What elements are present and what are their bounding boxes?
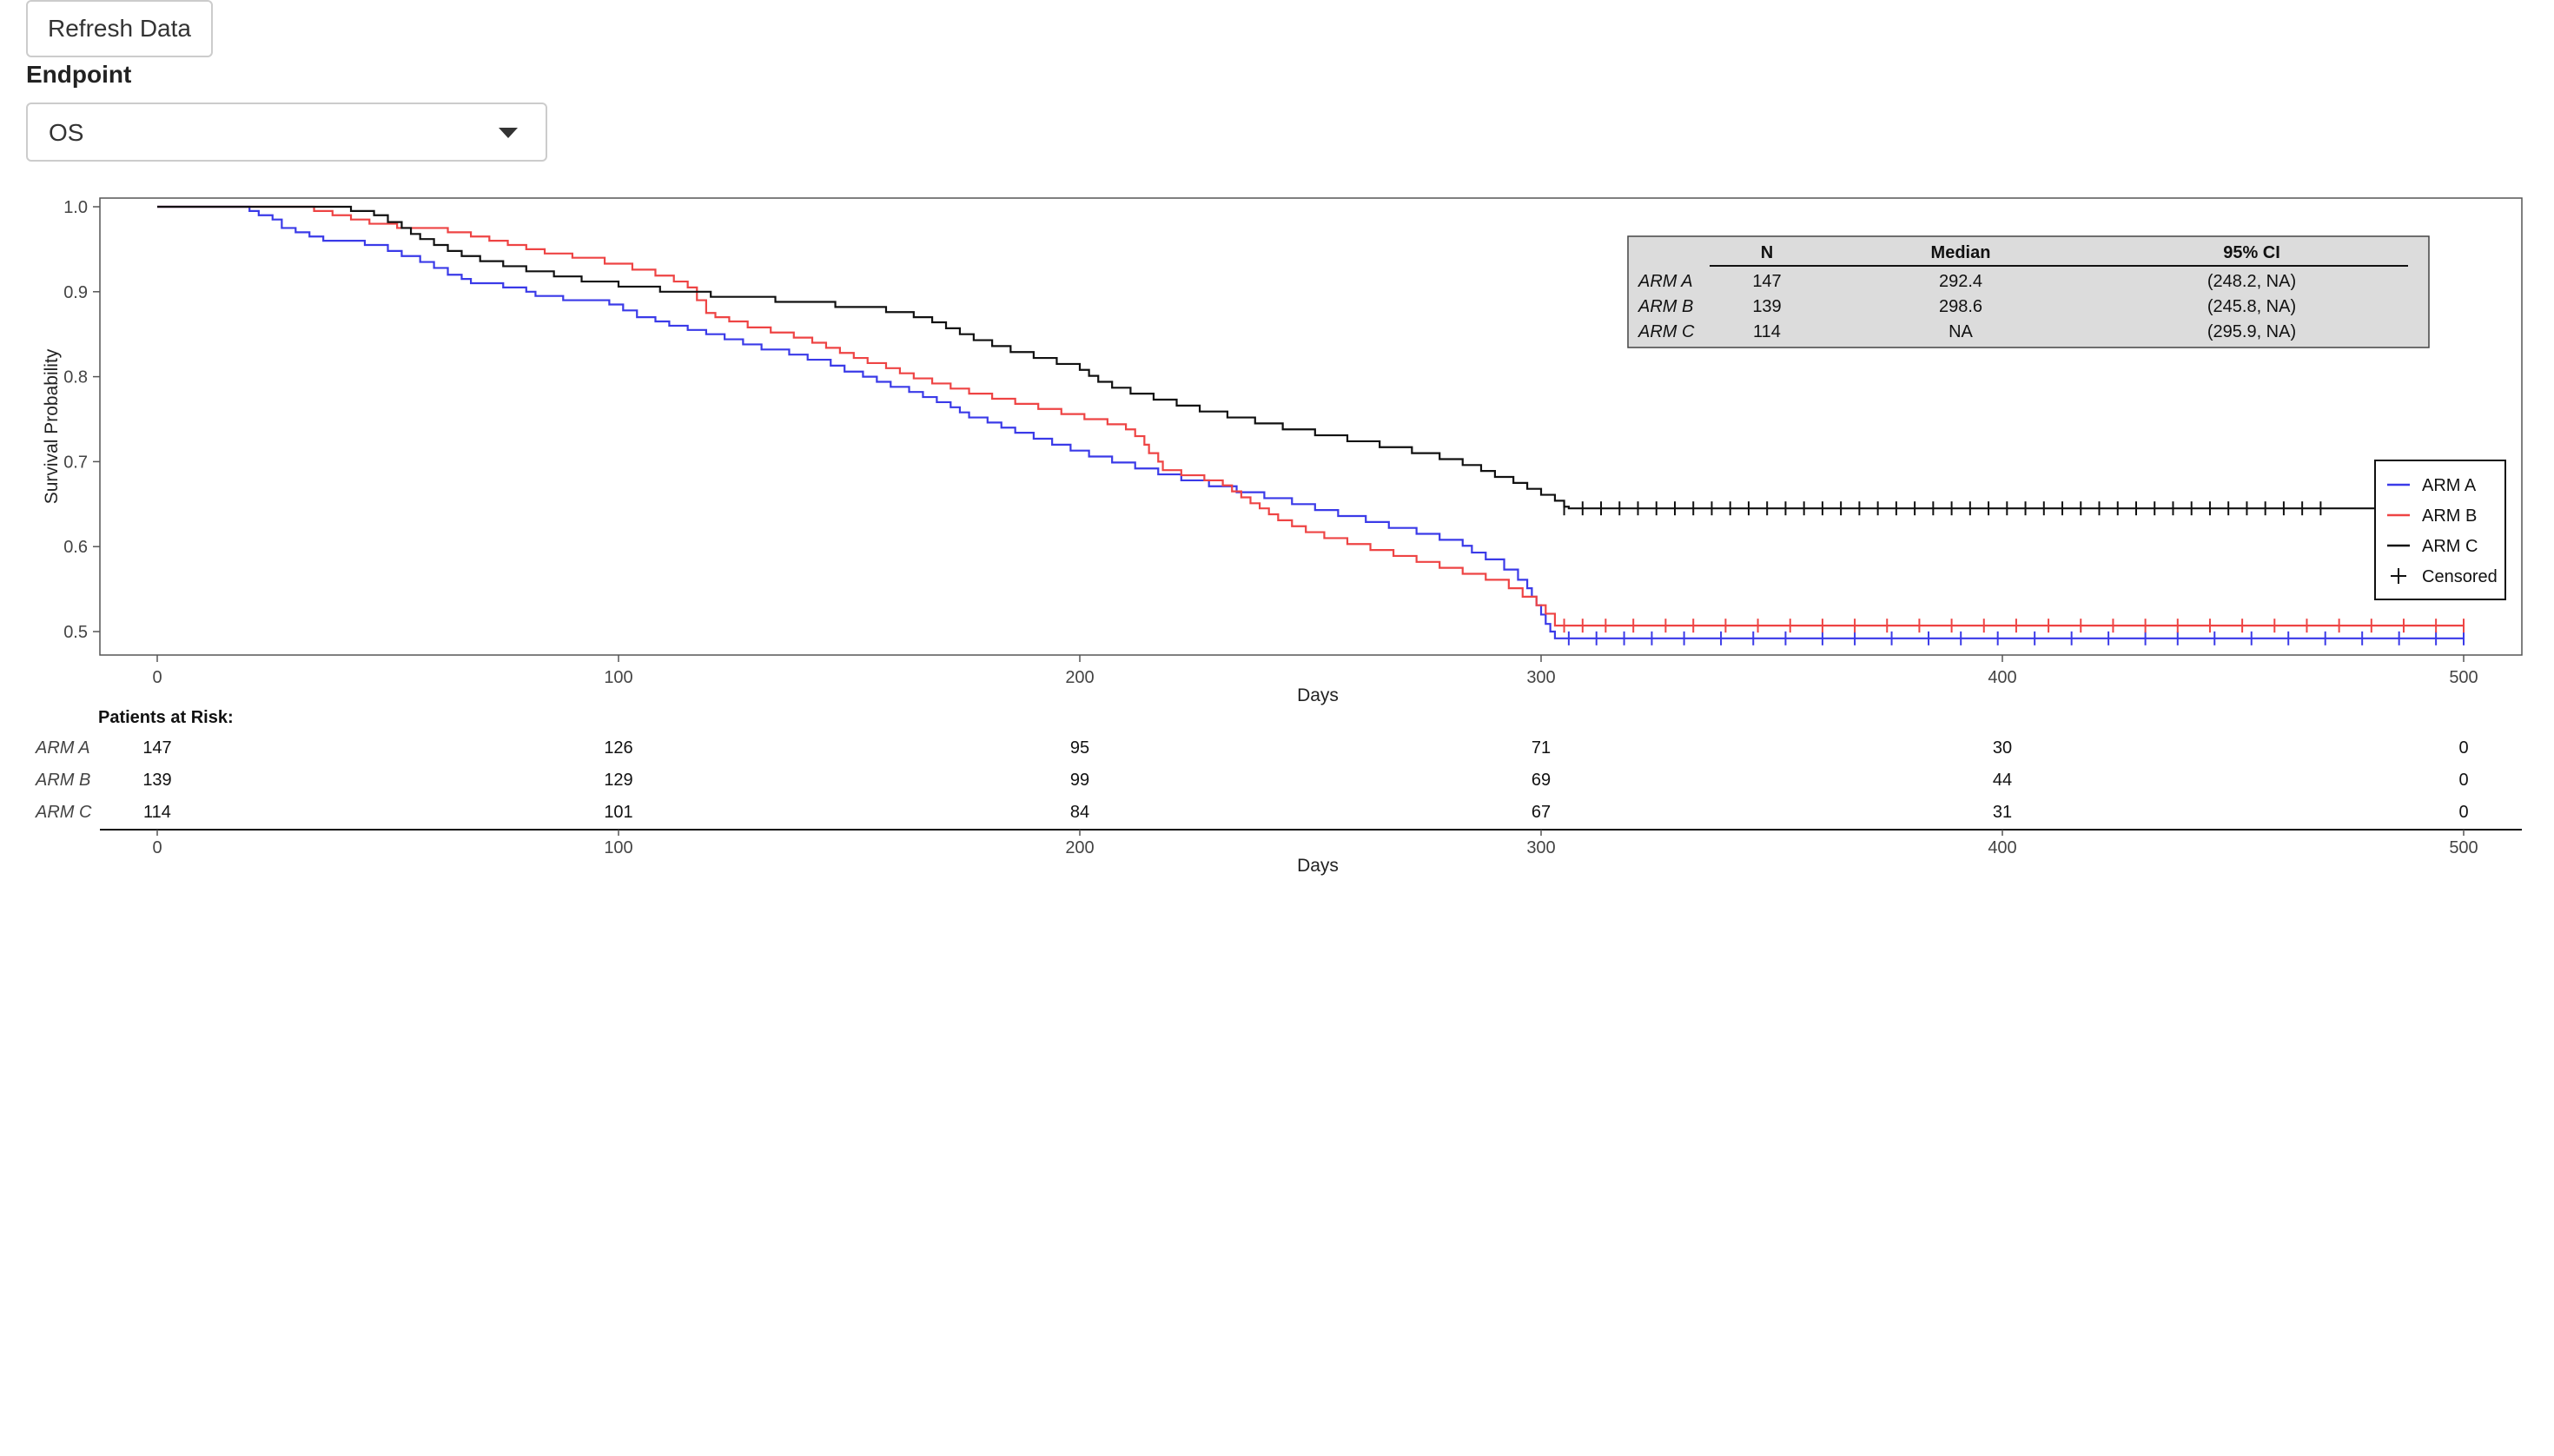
summary-table-arm: ARM B	[1638, 297, 1693, 316]
risk-table-value: 30	[1993, 738, 2012, 758]
legend-label: ARM A	[2422, 476, 2477, 495]
y-tick-label: 0.9	[63, 283, 88, 302]
legend-label: Censored	[2422, 567, 2498, 586]
summary-table-n: 114	[1753, 322, 1781, 341]
risk-table-value: 129	[604, 771, 632, 790]
endpoint-label: Endpoint	[26, 61, 132, 88]
risk-table-value: 101	[604, 803, 632, 822]
risk-table-value: 44	[1993, 771, 2012, 790]
summary-table-header: Median	[1931, 243, 1991, 262]
risk-table-value: 67	[1532, 803, 1551, 822]
x-tick-label: 200	[1065, 668, 1094, 687]
risk-table-value: 71	[1532, 738, 1551, 758]
plot-panel-border	[99, 197, 2523, 656]
summary-table-header: 95% CI	[2223, 243, 2280, 262]
risk-table-arm: ARM A	[35, 738, 90, 758]
risk-table-value: 147	[142, 738, 171, 758]
x-tick-label: 400	[1988, 668, 2016, 687]
y-axis-title: Survival Probability	[42, 348, 62, 504]
risk-x-tick-label: 500	[2449, 838, 2478, 857]
risk-table-arm: ARM C	[35, 803, 92, 822]
survival-curve-arm-a	[157, 205, 2464, 639]
risk-table-value: 114	[143, 803, 171, 822]
risk-x-tick-label: 300	[1526, 838, 1555, 857]
summary-table-n: 147	[1752, 272, 1781, 291]
summary-table-median: NA	[1949, 322, 1973, 341]
legend-label: ARM C	[2422, 537, 2478, 556]
risk-x-axis-title: Days	[1297, 856, 1339, 876]
refresh-data-button[interactable]: Refresh Data	[26, 0, 213, 57]
risk-x-tick-label: 100	[604, 838, 632, 857]
chevron-down-icon	[499, 128, 518, 138]
risk-table-value: 139	[142, 771, 171, 790]
endpoint-select[interactable]: OS	[26, 103, 547, 162]
survival-curve-arm-c	[157, 205, 2464, 510]
risk-table-value: 99	[1070, 771, 1089, 790]
summary-table-arm: ARM A	[1638, 272, 1693, 291]
risk-table-value: 84	[1070, 803, 1089, 822]
summary-table-n: 139	[1752, 297, 1781, 316]
risk-table-value: 126	[604, 738, 632, 758]
risk-x-tick-label: 200	[1065, 838, 1094, 857]
y-tick-label: 0.6	[63, 538, 88, 557]
risk-table-value: 0	[2458, 771, 2468, 790]
x-axis-title: Days	[1297, 685, 1339, 705]
y-tick-label: 0.8	[63, 368, 88, 387]
risk-x-tick-label: 400	[1988, 838, 2016, 857]
x-tick-label: 300	[1526, 668, 1555, 687]
summary-table-median: 298.6	[1939, 297, 1982, 316]
summary-table-ci: (295.9, NA)	[2207, 322, 2296, 341]
risk-x-tick-label: 0	[152, 838, 162, 857]
summary-table-box	[1627, 235, 2430, 348]
x-tick-label: 100	[604, 668, 632, 687]
x-tick-label: 500	[2449, 668, 2478, 687]
legend-label: ARM B	[2422, 506, 2477, 526]
survival-curve-arm-b	[157, 205, 2464, 627]
y-tick-label: 1.0	[63, 198, 88, 217]
risk-table-arm: ARM B	[35, 771, 90, 790]
risk-table-value: 0	[2458, 803, 2468, 822]
summary-table-header: N	[1761, 243, 1773, 262]
endpoint-selected-value: OS	[49, 119, 84, 146]
risk-table-value: 69	[1532, 771, 1551, 790]
risk-table-value: 31	[1993, 803, 2012, 822]
summary-table-median: 292.4	[1939, 272, 1982, 291]
risk-table-value: 95	[1070, 738, 1089, 758]
summary-table-ci: (245.8, NA)	[2207, 297, 2296, 316]
y-tick-label: 0.7	[63, 453, 88, 472]
risk-table-title: Patients at Risk:	[98, 708, 234, 727]
summary-table-ci: (248.2, NA)	[2207, 272, 2296, 291]
x-tick-label: 0	[152, 668, 162, 687]
y-tick-label: 0.5	[63, 623, 88, 642]
controls-panel: Refresh Data Endpoint OS	[0, 0, 2554, 174]
risk-table-value: 0	[2458, 738, 2468, 758]
summary-table-arm: ARM C	[1638, 322, 1695, 341]
